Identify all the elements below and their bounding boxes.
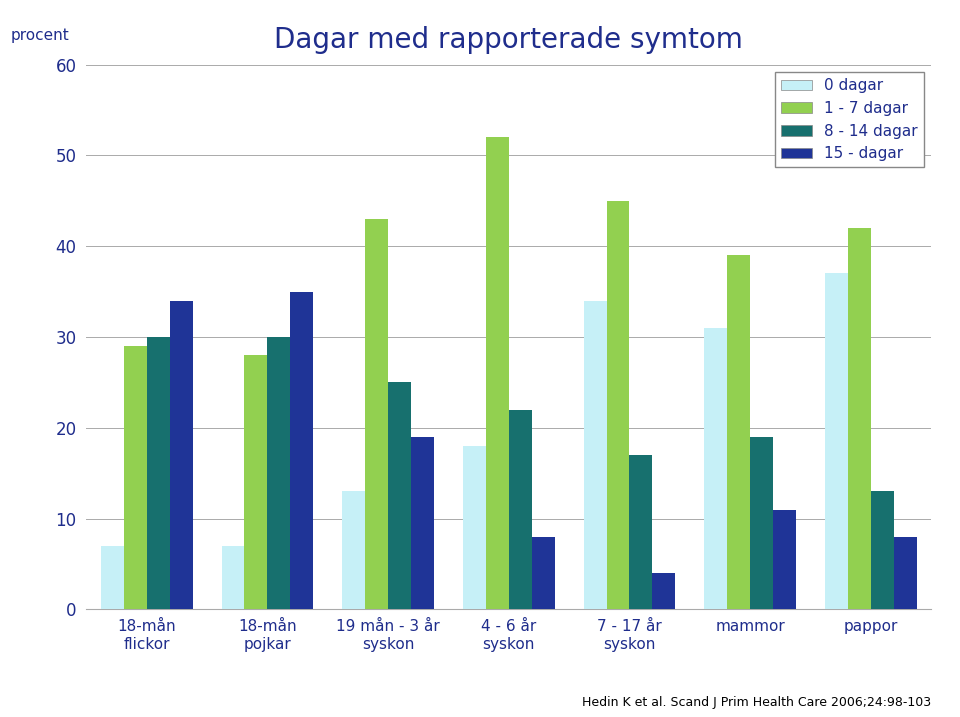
Bar — [871, 491, 894, 609]
Legend: 0 dagar, 1 - 7 dagar, 8 - 14 dagar, 15 - dagar: 0 dagar, 1 - 7 dagar, 8 - 14 dagar, 15 -… — [775, 72, 924, 167]
Bar — [486, 137, 509, 609]
Bar — [222, 546, 245, 609]
Bar — [170, 300, 193, 609]
Bar — [825, 273, 848, 609]
Bar — [584, 300, 607, 609]
Text: procent: procent — [11, 28, 69, 43]
Bar — [268, 337, 290, 609]
Bar — [343, 491, 365, 609]
Bar — [124, 346, 147, 609]
Bar — [532, 537, 555, 609]
Bar — [607, 201, 630, 609]
Bar — [705, 328, 728, 609]
Bar — [463, 446, 486, 609]
Bar — [728, 255, 750, 609]
Bar — [750, 437, 773, 609]
Title: Dagar med rapporterade symtom: Dagar med rapporterade symtom — [275, 26, 743, 54]
Bar — [365, 219, 388, 609]
Bar — [101, 546, 124, 609]
Bar — [894, 537, 917, 609]
Bar — [147, 337, 170, 609]
Text: Hedin K et al. Scand J Prim Health Care 2006;24:98-103: Hedin K et al. Scand J Prim Health Care … — [582, 696, 931, 709]
Bar — [411, 437, 434, 609]
Bar — [509, 409, 532, 609]
Bar — [388, 382, 411, 609]
Bar — [630, 455, 653, 609]
Bar — [245, 355, 268, 609]
Bar — [290, 292, 313, 609]
Bar — [848, 228, 871, 609]
Bar — [653, 573, 675, 609]
Bar — [773, 510, 796, 609]
